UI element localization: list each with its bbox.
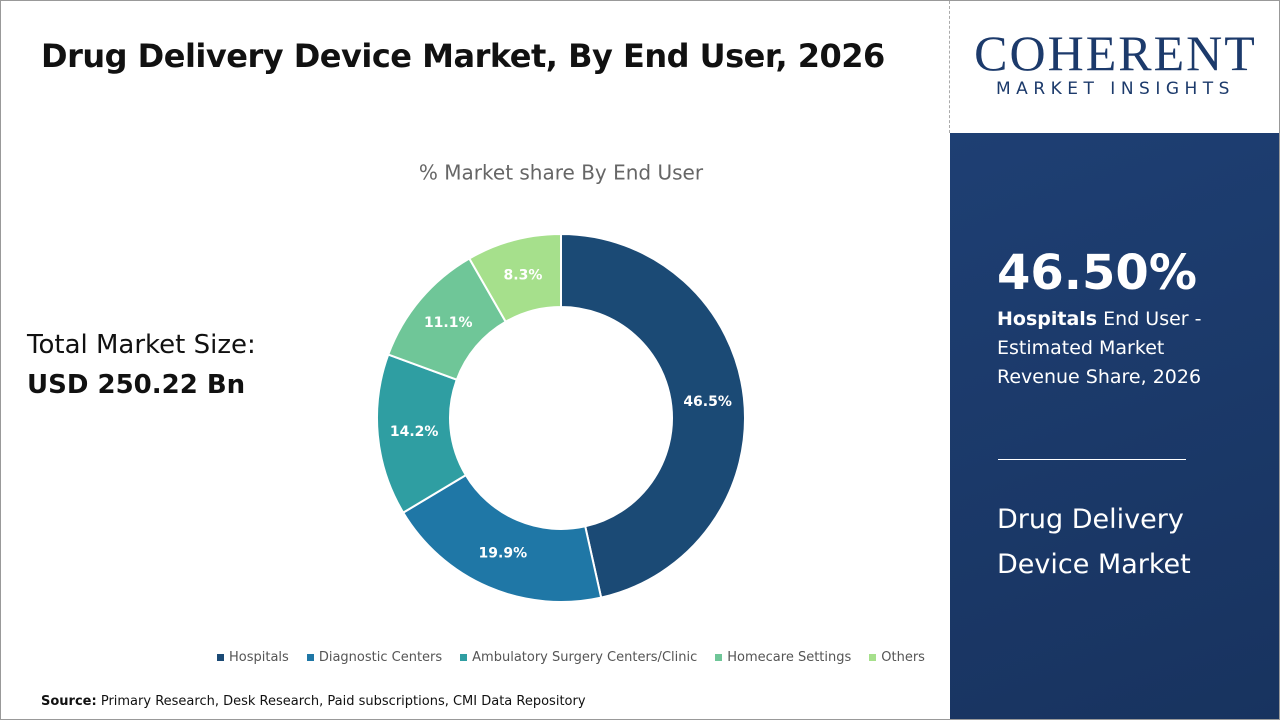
source: Source: Primary Research, Desk Research,… [41,694,586,709]
legend-item: Homecare Settings [715,650,851,665]
highlight-market: Drug Delivery Device Market [997,504,1191,580]
logo-name: COHERENT [974,25,1257,81]
rule [998,459,1186,460]
legend-label: Ambulatory Surgery Centers/Clinic [472,650,698,665]
value-label: 46.5% [683,394,732,410]
legend-item: Diagnostic Centers [306,650,443,665]
legend-label: Others [881,650,925,665]
highlight-text: Hospitals End User - Estimated Market Re… [997,305,1237,392]
highlight-panel: 46.50% Hospitals End User - Estimated Ma… [950,133,1279,719]
legend-item: Others [869,650,925,665]
logo-tagline: MARKET INSIGHTS [996,79,1235,99]
legend: Hospitals Diagnostic Centers Ambulatory Su… [217,650,925,665]
donut-slice [560,232,746,599]
market-size-value: USD 250.22 Bn [27,370,246,400]
donut-slice [401,473,603,603]
chart: % Market share By End User 46.5% 19.9% 14.… [376,161,746,603]
source-text: Primary Research, Desk Research, Paid su… [100,694,586,709]
legend-label: Hospitals [229,650,289,665]
highlight-segment: Hospitals [997,308,1098,330]
logo: COHERENT MARKET INSIGHTS [950,1,1279,133]
legend-swatch [460,654,468,661]
market-size-label: Total Market Size: [27,330,256,360]
value-label: 19.9% [479,546,528,562]
legend-swatch [715,654,723,661]
legend-swatch [217,654,224,661]
highlight-description: End User - Estimated Market Revenue Shar… [997,308,1202,388]
legend-swatch [869,654,877,661]
value-label: 8.3% [504,267,543,283]
legend-label: Diagnostic Centers [318,650,443,665]
value-label: 14.2% [390,424,439,440]
value-label: 11.1% [424,315,473,331]
donut-slice [467,232,562,324]
highlight-value: 46.50% [997,245,1197,301]
source-label: Source: [41,694,97,709]
legend-swatch [306,654,314,661]
divider [949,1,950,133]
title: Drug Delivery Device Market, By End User… [41,37,885,75]
legend-label: Homecare Settings [727,650,852,665]
legend-item: Ambulatory Surgery Centers/Clinic [460,650,697,665]
market-size: Total Market Size: USD 250.22 Bn [27,325,256,405]
chart-title: % Market share By End User [419,161,704,185]
legend-item: Hospitals [217,650,289,665]
